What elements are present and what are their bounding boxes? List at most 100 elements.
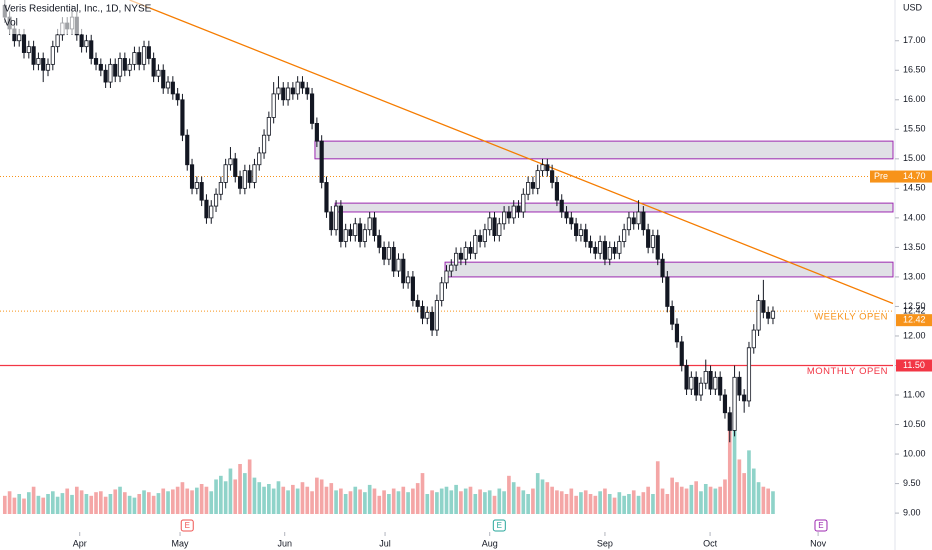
event-marker — [180, 519, 194, 532]
candle-body — [444, 270, 449, 284]
candle-body — [482, 229, 487, 242]
candle-body — [766, 311, 771, 319]
volume-bar — [291, 484, 295, 514]
candle-body — [598, 241, 603, 254]
y-tick-label: 11.00 — [903, 389, 925, 399]
candle-body — [511, 205, 516, 219]
candle-body — [305, 87, 310, 95]
candle-body — [636, 211, 641, 225]
candle-body — [550, 170, 555, 183]
volume-bar — [262, 486, 266, 514]
candle-body — [146, 46, 151, 59]
candle-body — [343, 229, 348, 242]
trend-line — [129, 0, 894, 305]
volume-bar — [305, 486, 310, 514]
candle-body — [21, 34, 27, 53]
candle-body — [261, 134, 267, 154]
candle-body — [665, 276, 670, 307]
volume-bar — [367, 484, 372, 514]
volume-bar — [411, 488, 415, 514]
event-label: E — [818, 521, 823, 530]
volume-bar — [329, 483, 334, 514]
candle-body — [45, 63, 51, 71]
candle-body — [751, 329, 756, 349]
volume-bar — [612, 497, 617, 514]
y-tick-label: 14.00 — [903, 212, 926, 222]
candle-body — [242, 170, 247, 189]
y-tick-label: 15.00 — [903, 153, 926, 163]
candle-body — [713, 376, 718, 390]
volume-bar — [372, 488, 377, 514]
zone — [334, 202, 894, 213]
volume-bar — [60, 493, 65, 514]
candle-body — [31, 46, 36, 65]
candle-body — [151, 58, 156, 77]
volume-bar — [526, 494, 530, 514]
volume-bar — [103, 496, 108, 514]
candle-body — [185, 134, 190, 166]
candle-body — [290, 87, 295, 95]
candle-body — [626, 217, 632, 231]
volume-bar — [631, 490, 636, 514]
candle-body — [641, 211, 646, 231]
volume-bar — [454, 484, 458, 514]
candle-body — [55, 34, 60, 48]
volume-bar — [79, 490, 84, 514]
volume-bar — [579, 492, 583, 514]
volume-bar — [199, 484, 204, 514]
level-name: MONTHLY OPEN — [807, 366, 888, 377]
volume-bar — [689, 484, 694, 514]
volume-bar — [463, 488, 468, 514]
candle-body — [314, 123, 319, 142]
volume-bar — [574, 495, 578, 514]
candle-body — [252, 164, 257, 183]
volume-bar — [391, 488, 396, 514]
volume-bar — [41, 497, 46, 514]
volume-bar — [185, 488, 190, 514]
volume-bar — [147, 492, 151, 514]
volume-bar — [233, 479, 238, 514]
y-tick-label: 17.00 — [903, 35, 926, 45]
volume-bar — [36, 495, 41, 514]
volume-bar — [17, 494, 22, 514]
event-marker — [492, 519, 506, 532]
y-tick-label: 16.50 — [903, 65, 926, 75]
candle-body — [180, 99, 185, 136]
volume-bar — [204, 486, 209, 514]
volume-bar — [502, 491, 506, 514]
volume-bar — [545, 482, 550, 514]
y-tick-label: 10.50 — [903, 419, 926, 429]
candle-body — [281, 87, 286, 101]
volume-bar — [430, 490, 434, 514]
candle-body — [257, 152, 262, 166]
volume-bar — [127, 495, 132, 514]
candle-body — [650, 235, 656, 248]
x-tick-label: Jun — [277, 538, 292, 548]
candle-body — [449, 264, 454, 272]
volume-bar — [98, 491, 103, 514]
volume-bar — [406, 492, 410, 514]
volume-bar — [166, 491, 170, 514]
event-label: E — [185, 521, 190, 530]
volume-bar — [353, 486, 358, 514]
y-tick-label: 10.00 — [903, 448, 926, 458]
candle-body — [50, 46, 55, 65]
event-marker — [814, 519, 828, 532]
candle-body — [646, 229, 651, 248]
y-tick-label: 12.00 — [903, 330, 926, 340]
candle-body — [540, 164, 545, 172]
y-tick-label: 9.50 — [903, 478, 921, 488]
candle-body — [377, 235, 382, 248]
volume-bar — [420, 473, 425, 514]
candle-body — [670, 306, 675, 325]
x-tick-label: Aug — [482, 538, 498, 548]
y-tick-label: 9.00 — [903, 507, 921, 517]
candle-body — [502, 211, 507, 225]
candle-body — [622, 229, 627, 242]
candle-body — [473, 235, 478, 254]
candle-body — [406, 276, 411, 284]
candle-body — [674, 323, 680, 343]
candle-body — [569, 217, 574, 225]
volume-bar — [238, 464, 242, 514]
